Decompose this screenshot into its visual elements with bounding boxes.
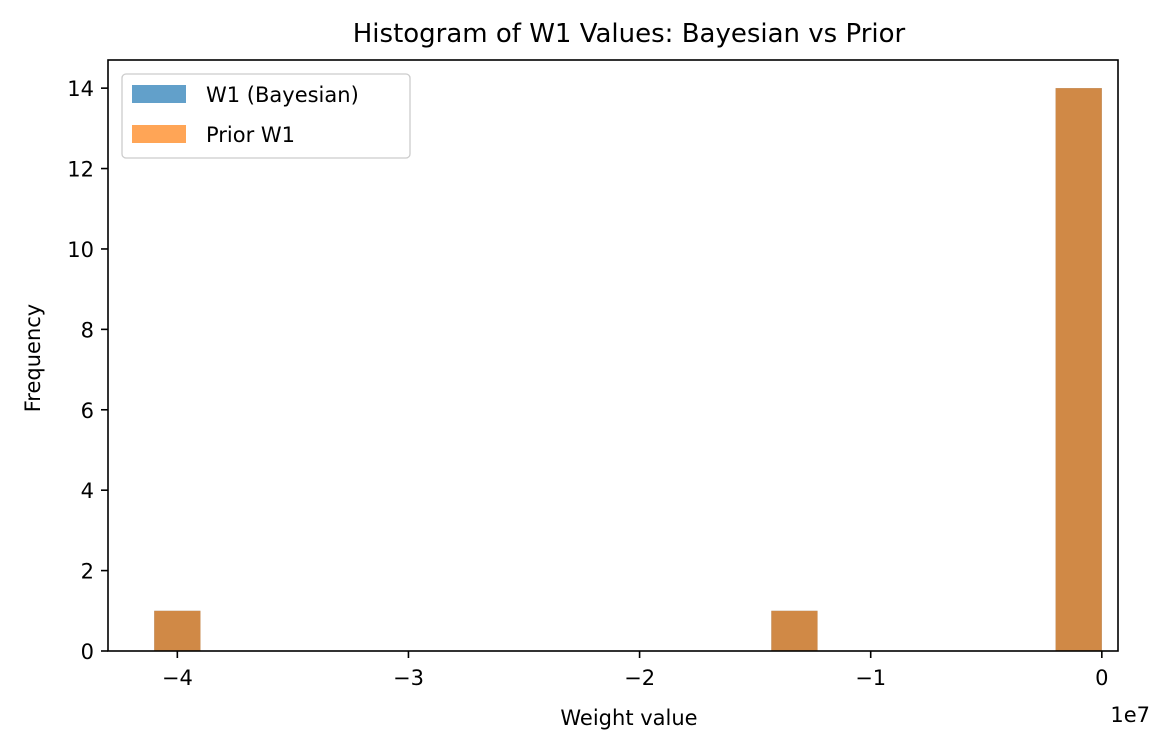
legend-label-bayesian: W1 (Bayesian): [206, 83, 359, 107]
x-tick-label-1: −3: [393, 666, 424, 690]
legend-label-prior: Prior W1: [206, 123, 295, 147]
bar-series-1-bin-2: [1055, 88, 1102, 651]
y-tick-label-3: 6: [81, 399, 94, 423]
x-tick-label-4: 0: [1095, 666, 1108, 690]
bar-series-1-bin-1: [771, 610, 818, 651]
y-tick-label-1: 2: [81, 560, 94, 584]
x-tick-label-3: −1: [855, 666, 886, 690]
legend-swatch-bayesian: [132, 85, 186, 103]
y-tick-label-4: 8: [81, 318, 94, 342]
legend-frame: [121, 73, 411, 159]
y-tick-label-0: 0: [81, 640, 94, 664]
y-axis-label: Frequency: [21, 304, 45, 413]
x-tick-label-0: −4: [162, 666, 193, 690]
y-tick-label-5: 10: [67, 238, 94, 262]
y-tick-label-2: 4: [81, 479, 94, 503]
legend-swatch-prior: [132, 125, 186, 143]
plot-frame: [107, 59, 1119, 652]
chart-title: Histogram of W1 Values: Bayesian vs Prio…: [353, 19, 906, 49]
bar-series-1-bin-0: [154, 610, 201, 651]
x-tick-label-2: −2: [624, 666, 655, 690]
x-axis: −4 −3 −2 −1 0: [162, 651, 1109, 690]
y-axis: 0 2 4 6 8 10 12 14: [67, 77, 108, 664]
y-tick-label-7: 14: [67, 77, 94, 101]
legend: W1 (Bayesian) Prior W1: [121, 73, 411, 159]
x-axis-offset-label: 1e7: [1110, 703, 1150, 727]
y-tick-label-6: 12: [67, 158, 94, 182]
x-axis-label: Weight value: [560, 706, 697, 730]
bars-group: [154, 88, 1102, 651]
